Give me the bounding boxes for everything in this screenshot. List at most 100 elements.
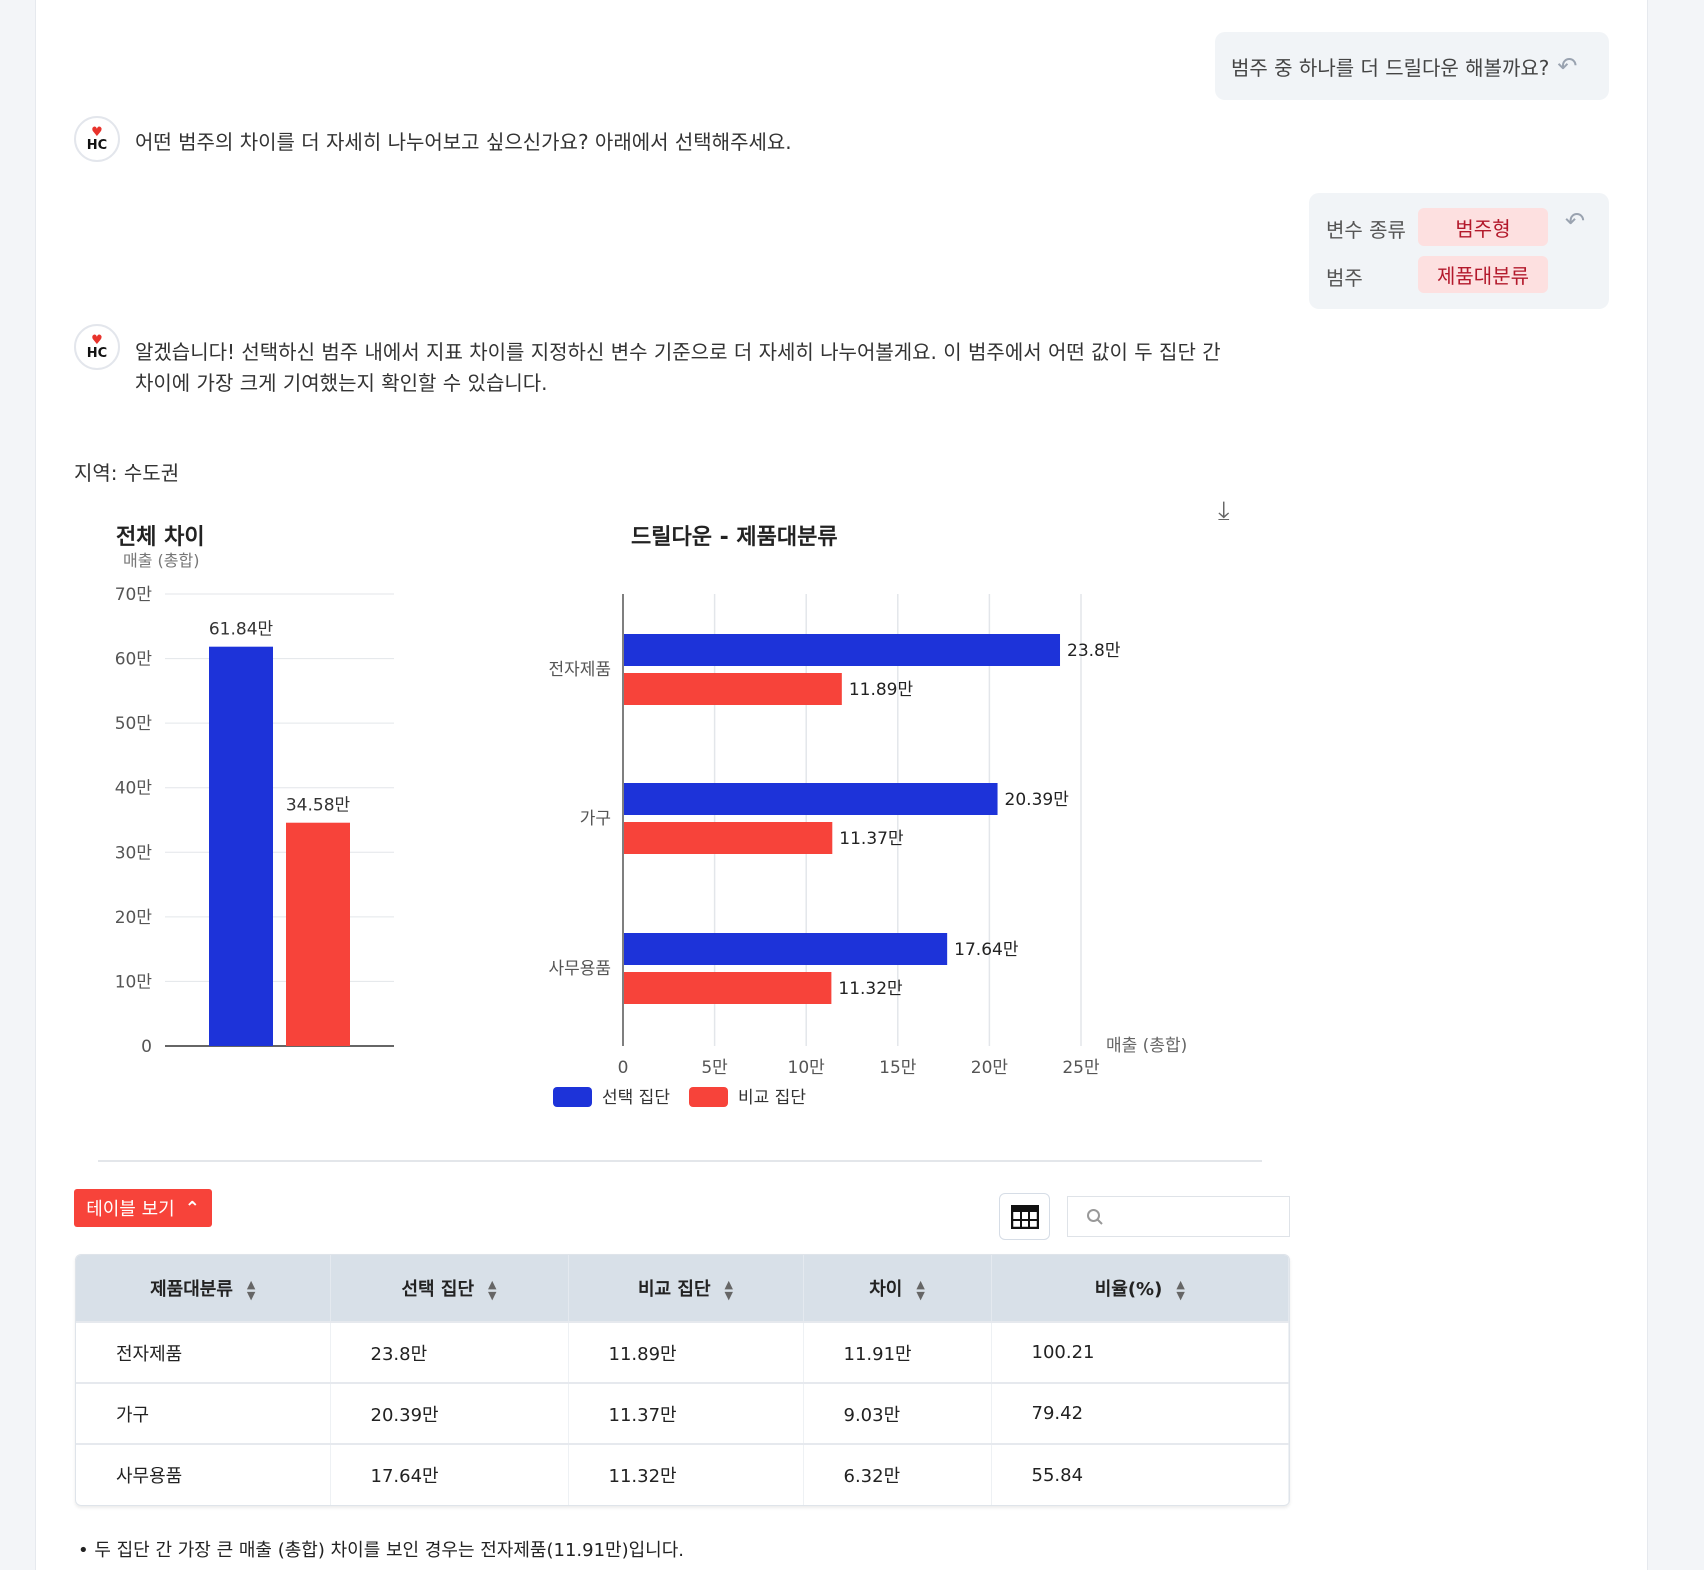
chart-title: 전체 차이 [116, 525, 205, 550]
cell: 11.32만 [568, 1443, 804, 1505]
table-row: 가구 20.39만 11.37만 9.03만 79.42 [76, 1382, 1289, 1444]
variable-type-pill: 범주형 [1418, 208, 1548, 246]
data-label: 11.32만 [838, 979, 903, 999]
sort-icon[interactable]: ▲ ▼ [916, 1278, 925, 1302]
data-label: 23.8만 [1067, 641, 1121, 661]
divider [98, 1160, 1262, 1162]
cell: 17.64만 [330, 1443, 569, 1505]
data-label: 11.37만 [839, 829, 904, 849]
summary-text: 두 집단 간 가장 큰 매출 (총합) 차이를 보인 경우는 전자제품(11.9… [94, 1540, 685, 1561]
data-table: 제품대분류 ▲ ▼ 선택 집단 ▲ ▼ 비교 집단 ▲ ▼ 차이 ▲ ▼ 비율(%) ▲ ▼ 전자제… [75, 1254, 1290, 1506]
undo-icon[interactable]: ↶ [1557, 52, 1578, 80]
column-header[interactable]: 비율(%) ▲ ▼ [991, 1255, 1289, 1322]
table-row: 사무용품 17.64만 11.32만 6.32만 55.84 [76, 1443, 1289, 1505]
bar-compare [624, 673, 842, 705]
bar-selected [209, 646, 273, 1046]
bar-selected [624, 933, 948, 965]
y-tick-label: 60만 [115, 650, 153, 670]
heart-icon: ♥ [91, 125, 103, 140]
undo-icon[interactable]: ↶ [1565, 207, 1586, 235]
table-header-row: 제품대분류 ▲ ▼ 선택 집단 ▲ ▼ 비교 집단 ▲ ▼ 차이 ▲ ▼ 비율(%) ▲ ▼ [76, 1255, 1289, 1322]
legend-swatch [689, 1087, 728, 1107]
x-tick-label: 25만 [1062, 1058, 1100, 1078]
x-tick-label: 0 [618, 1058, 629, 1078]
data-label: 34.58만 [286, 796, 351, 816]
x-tick-label: 10만 [788, 1058, 826, 1078]
bar-compare [624, 972, 832, 1004]
y-tick-label: 70만 [115, 585, 153, 605]
x-tick-label: 20만 [971, 1058, 1009, 1078]
data-label: 17.64만 [954, 940, 1019, 960]
y-tick-label: 50만 [115, 714, 153, 734]
bot-message-line: 차이에 가장 크게 기여했는지 확인할 수 있습니다. [135, 371, 548, 395]
avatar-logo-text: HC [86, 138, 108, 153]
cell: 전자제품 [76, 1321, 331, 1383]
summary-item: • 두 집단 간 가장 큰 매출 (총합) 차이를 보인 경우는 전자제품(11… [78, 1540, 685, 1561]
user-message: 범주 중 하나를 더 드릴다운 해볼까요? ↶ [1215, 32, 1609, 100]
table-toggle-button[interactable]: 테이블 보기 ⌃ [74, 1189, 212, 1227]
chart-subtitle: 매출 (총합) [123, 551, 199, 570]
column-header[interactable]: 비교 집단 ▲ ▼ [568, 1255, 804, 1322]
column-header[interactable]: 차이 ▲ ▼ [803, 1255, 992, 1322]
y-category-label: 전자제품 [548, 660, 611, 680]
sort-icon[interactable]: ▲ ▼ [246, 1278, 256, 1302]
cell: 사무용품 [76, 1443, 331, 1505]
search-box[interactable] [1067, 1196, 1290, 1237]
bar-selected [624, 634, 1061, 666]
chevron-up-icon: ⌃ [184, 1197, 200, 1219]
cell: 79.42 [991, 1382, 1289, 1444]
table-row: 전자제품 23.8만 11.89만 11.91만 100.21 [76, 1321, 1289, 1383]
column-header[interactable]: 제품대분류 ▲ ▼ [76, 1255, 331, 1322]
search-input[interactable] [1112, 1207, 1282, 1226]
search-icon [1087, 1208, 1103, 1225]
sort-icon[interactable]: ▲ ▼ [488, 1278, 497, 1302]
region-label: 지역: 수도권 [74, 461, 180, 485]
cell: 20.39만 [330, 1382, 569, 1444]
cell: 9.03만 [803, 1382, 992, 1444]
grid-view-button[interactable] [999, 1193, 1050, 1240]
sort-icon[interactable]: ▲ ▼ [724, 1278, 733, 1302]
x-tick-label: 15만 [879, 1058, 917, 1078]
x-tick-label: 5만 [701, 1058, 728, 1078]
avatar-logo-text: HC [86, 346, 108, 361]
bot-message-line: 알겠습니다! 선택하신 범주 내에서 지표 차이를 지정하신 변수 기준으로 더… [135, 340, 1221, 364]
cell: 11.89만 [568, 1321, 804, 1383]
y-tick-label: 30만 [115, 843, 153, 863]
x-axis-label: 매출 (총합) [1106, 1036, 1187, 1056]
legend-swatch [553, 1087, 592, 1107]
selection-summary: 변수 종류 범주형 ↶ 범주 제품대분류 [1309, 193, 1609, 309]
cell: 가구 [76, 1382, 331, 1444]
data-label: 61.84만 [209, 620, 274, 640]
category-label: 범주 [1326, 266, 1363, 290]
y-tick-label: 40만 [115, 779, 153, 799]
heart-icon: ♥ [91, 333, 103, 348]
column-header[interactable]: 선택 집단 ▲ ▼ [330, 1255, 569, 1322]
cell: 11.37만 [568, 1382, 804, 1444]
table-grid-icon [1010, 1204, 1039, 1229]
legend-label: 선택 집단 [602, 1088, 670, 1108]
bot-message: 어떤 범주의 차이를 더 자세히 나누어보고 싶으신가요? 아래에서 선택해주세… [135, 130, 792, 154]
data-label: 20.39만 [1005, 790, 1070, 810]
y-tick-label: 10만 [115, 972, 153, 992]
sort-icon[interactable]: ▲ ▼ [1176, 1278, 1185, 1302]
y-category-label: 사무용품 [548, 959, 611, 979]
y-category-label: 가구 [580, 809, 611, 829]
download-icon[interactable]: ⤓ [1218, 496, 1230, 526]
category-pill: 제품대분류 [1418, 256, 1548, 293]
cell: 55.84 [991, 1443, 1289, 1505]
bot-avatar: ♥ HC [74, 116, 120, 162]
bot-avatar: ♥ HC [74, 324, 120, 370]
cell: 11.91만 [803, 1321, 992, 1383]
bar-compare [624, 822, 833, 854]
cell: 100.21 [991, 1321, 1289, 1383]
chart-title: 드릴다운 - 제품대분류 [631, 525, 838, 550]
data-label: 11.89만 [849, 680, 914, 700]
cell: 23.8만 [330, 1321, 569, 1383]
bar-compare [286, 822, 350, 1046]
cell: 6.32만 [803, 1443, 992, 1505]
legend-label: 비교 집단 [738, 1088, 806, 1108]
bar-selected [624, 783, 998, 815]
y-tick-label: 20만 [115, 908, 153, 928]
variable-type-label: 변수 종류 [1326, 218, 1406, 242]
